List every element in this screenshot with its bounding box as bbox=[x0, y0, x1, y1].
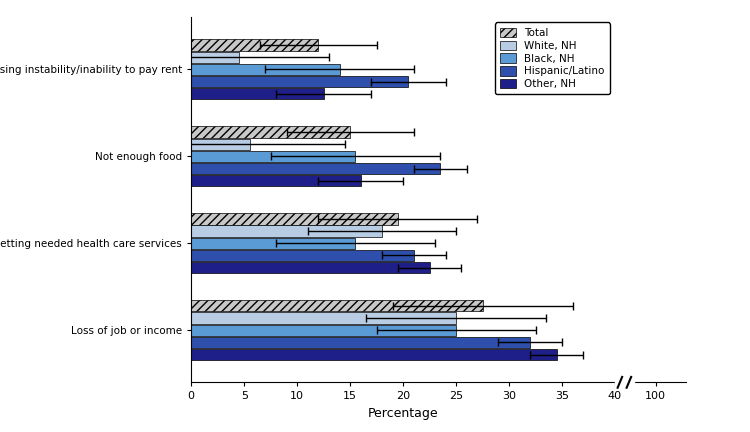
Bar bbox=[191, 324, 456, 336]
Bar bbox=[191, 151, 356, 162]
Bar bbox=[191, 337, 530, 348]
Bar bbox=[191, 39, 318, 51]
X-axis label: Percentage: Percentage bbox=[368, 407, 439, 420]
Bar bbox=[191, 262, 430, 273]
Bar bbox=[191, 213, 398, 225]
Bar bbox=[191, 226, 382, 237]
Legend: Total, White, NH, Black, NH, Hispanic/Latino, Other, NH: Total, White, NH, Black, NH, Hispanic/La… bbox=[495, 22, 610, 95]
Bar bbox=[191, 312, 456, 324]
Bar bbox=[191, 300, 482, 311]
Bar bbox=[191, 349, 556, 360]
Bar bbox=[191, 76, 409, 87]
Bar bbox=[191, 139, 250, 150]
Bar bbox=[191, 250, 414, 261]
Bar bbox=[191, 88, 324, 99]
Bar bbox=[191, 64, 340, 75]
Bar bbox=[191, 51, 239, 63]
Bar bbox=[191, 238, 356, 249]
Bar bbox=[191, 175, 361, 186]
Bar bbox=[191, 163, 440, 174]
Bar bbox=[191, 126, 350, 138]
